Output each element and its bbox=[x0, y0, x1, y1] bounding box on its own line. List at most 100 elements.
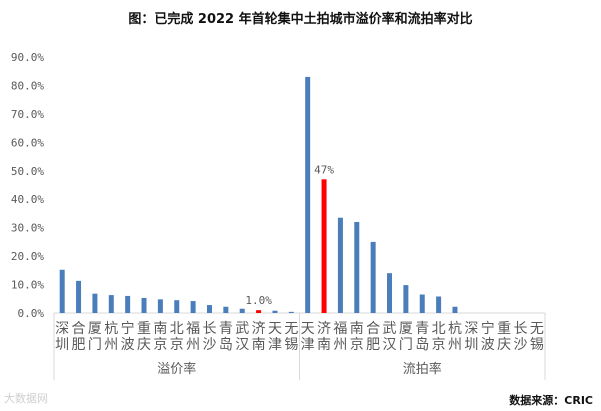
x-tick-label: 庆 bbox=[137, 337, 151, 353]
bar bbox=[239, 308, 245, 313]
x-tick-label: 京 bbox=[350, 337, 364, 353]
x-tick-label: 南 bbox=[153, 321, 167, 337]
x-tick-label: 庆 bbox=[497, 337, 511, 353]
x-tick-label: 汉 bbox=[383, 337, 397, 353]
x-tick-label: 济 bbox=[317, 321, 331, 337]
bar bbox=[387, 273, 393, 313]
bar bbox=[174, 300, 180, 313]
y-tick-label: 90.0% bbox=[11, 51, 44, 64]
x-tick-label: 沙 bbox=[202, 337, 216, 353]
x-tick-label: 杭 bbox=[104, 321, 118, 337]
bar bbox=[337, 217, 343, 313]
x-tick-label: 天 bbox=[268, 321, 282, 337]
x-tick-label: 州 bbox=[333, 337, 347, 353]
y-tick-label: 50.0% bbox=[11, 165, 44, 178]
bar bbox=[108, 295, 114, 313]
x-tick-label: 深 bbox=[55, 321, 69, 337]
x-tick-label: 重 bbox=[137, 321, 151, 337]
bar bbox=[272, 310, 278, 313]
x-tick-label: 肥 bbox=[366, 337, 380, 353]
x-tick-label: 波 bbox=[121, 337, 135, 353]
bar bbox=[370, 241, 376, 313]
bar bbox=[403, 285, 409, 313]
x-tick-label: 锡 bbox=[530, 337, 544, 353]
y-tick-label: 60.0% bbox=[11, 136, 44, 149]
bar bbox=[256, 310, 262, 313]
x-tick-label: 沙 bbox=[513, 337, 527, 353]
x-tick-label: 合 bbox=[72, 321, 86, 337]
x-tick-label: 武 bbox=[235, 321, 249, 337]
bar bbox=[288, 311, 294, 313]
x-tick-label: 长 bbox=[202, 321, 216, 337]
x-tick-label: 青 bbox=[415, 321, 429, 337]
x-tick-label: 合 bbox=[366, 321, 380, 337]
y-tick-label: 20.0% bbox=[11, 250, 44, 263]
x-tick-label: 无 bbox=[530, 321, 544, 337]
x-tick-label: 门 bbox=[399, 337, 413, 353]
x-tick-label: 州 bbox=[186, 337, 200, 353]
group-label: 溢价率 bbox=[157, 361, 196, 377]
data-label: 47% bbox=[314, 163, 334, 176]
bar bbox=[157, 299, 163, 313]
y-tick-label: 10.0% bbox=[11, 279, 44, 292]
x-tick-label: 岛 bbox=[415, 337, 429, 353]
x-tick-label: 州 bbox=[448, 337, 462, 353]
x-tick-label: 福 bbox=[186, 321, 200, 337]
data-label: 1.0% bbox=[245, 294, 272, 307]
x-tick-label: 厦 bbox=[399, 321, 413, 337]
x-tick-label: 圳 bbox=[55, 337, 69, 353]
x-tick-label: 京 bbox=[170, 337, 184, 353]
x-tick-label: 汉 bbox=[235, 337, 249, 353]
y-tick-label: 40.0% bbox=[11, 193, 44, 206]
x-tick-label: 重 bbox=[497, 321, 511, 337]
x-tick-label: 岛 bbox=[219, 337, 233, 353]
x-tick-label: 福 bbox=[333, 321, 347, 337]
x-tick-label: 京 bbox=[153, 337, 167, 353]
x-tick-label: 厦 bbox=[88, 321, 102, 337]
x-tick-label: 深 bbox=[464, 321, 478, 337]
x-tick-label: 京 bbox=[432, 337, 446, 353]
x-tick-label: 圳 bbox=[464, 337, 478, 353]
bar bbox=[436, 296, 442, 313]
x-tick-label: 波 bbox=[481, 337, 495, 353]
x-tick-label: 无 bbox=[284, 321, 298, 337]
chart-title: 图：已完成 2022 年首轮集中土拍城市溢价率和流拍率对比 bbox=[128, 12, 473, 27]
x-tick-label: 青 bbox=[219, 321, 233, 337]
bar bbox=[354, 221, 360, 313]
x-tick-label: 锡 bbox=[284, 337, 298, 353]
x-tick-label: 武 bbox=[383, 321, 397, 337]
bar bbox=[125, 295, 131, 313]
bar bbox=[190, 301, 196, 313]
x-tick-label: 天 bbox=[301, 321, 315, 337]
y-tick-label: 80.0% bbox=[11, 79, 44, 92]
x-tick-label: 津 bbox=[301, 337, 315, 353]
x-tick-label: 北 bbox=[432, 321, 446, 337]
bar bbox=[76, 280, 82, 313]
y-tick-label: 70.0% bbox=[11, 108, 44, 121]
x-tick-label: 门 bbox=[88, 337, 102, 353]
bar bbox=[321, 179, 327, 313]
x-tick-label: 津 bbox=[268, 337, 282, 353]
bar bbox=[223, 306, 229, 313]
x-tick-label: 宁 bbox=[481, 320, 495, 337]
group-label: 流拍率 bbox=[403, 361, 442, 377]
y-tick-label: 30.0% bbox=[11, 222, 44, 235]
x-tick-label: 宁 bbox=[121, 320, 135, 337]
bar bbox=[59, 269, 65, 313]
x-tick-label: 南 bbox=[317, 337, 331, 353]
bar bbox=[452, 306, 458, 313]
bar bbox=[305, 76, 311, 314]
x-tick-label: 州 bbox=[104, 337, 118, 353]
y-tick-label: 0.0% bbox=[18, 307, 45, 320]
bar bbox=[419, 294, 425, 313]
x-tick-label: 肥 bbox=[72, 337, 86, 353]
x-tick-label: 北 bbox=[170, 321, 184, 337]
bar bbox=[92, 293, 98, 313]
bar bbox=[141, 297, 147, 313]
x-tick-label: 南 bbox=[350, 321, 364, 337]
x-tick-label: 长 bbox=[513, 321, 527, 337]
x-tick-label: 济 bbox=[252, 321, 266, 337]
watermark-text: 大数据网 bbox=[4, 392, 48, 405]
x-tick-label: 南 bbox=[252, 337, 266, 353]
